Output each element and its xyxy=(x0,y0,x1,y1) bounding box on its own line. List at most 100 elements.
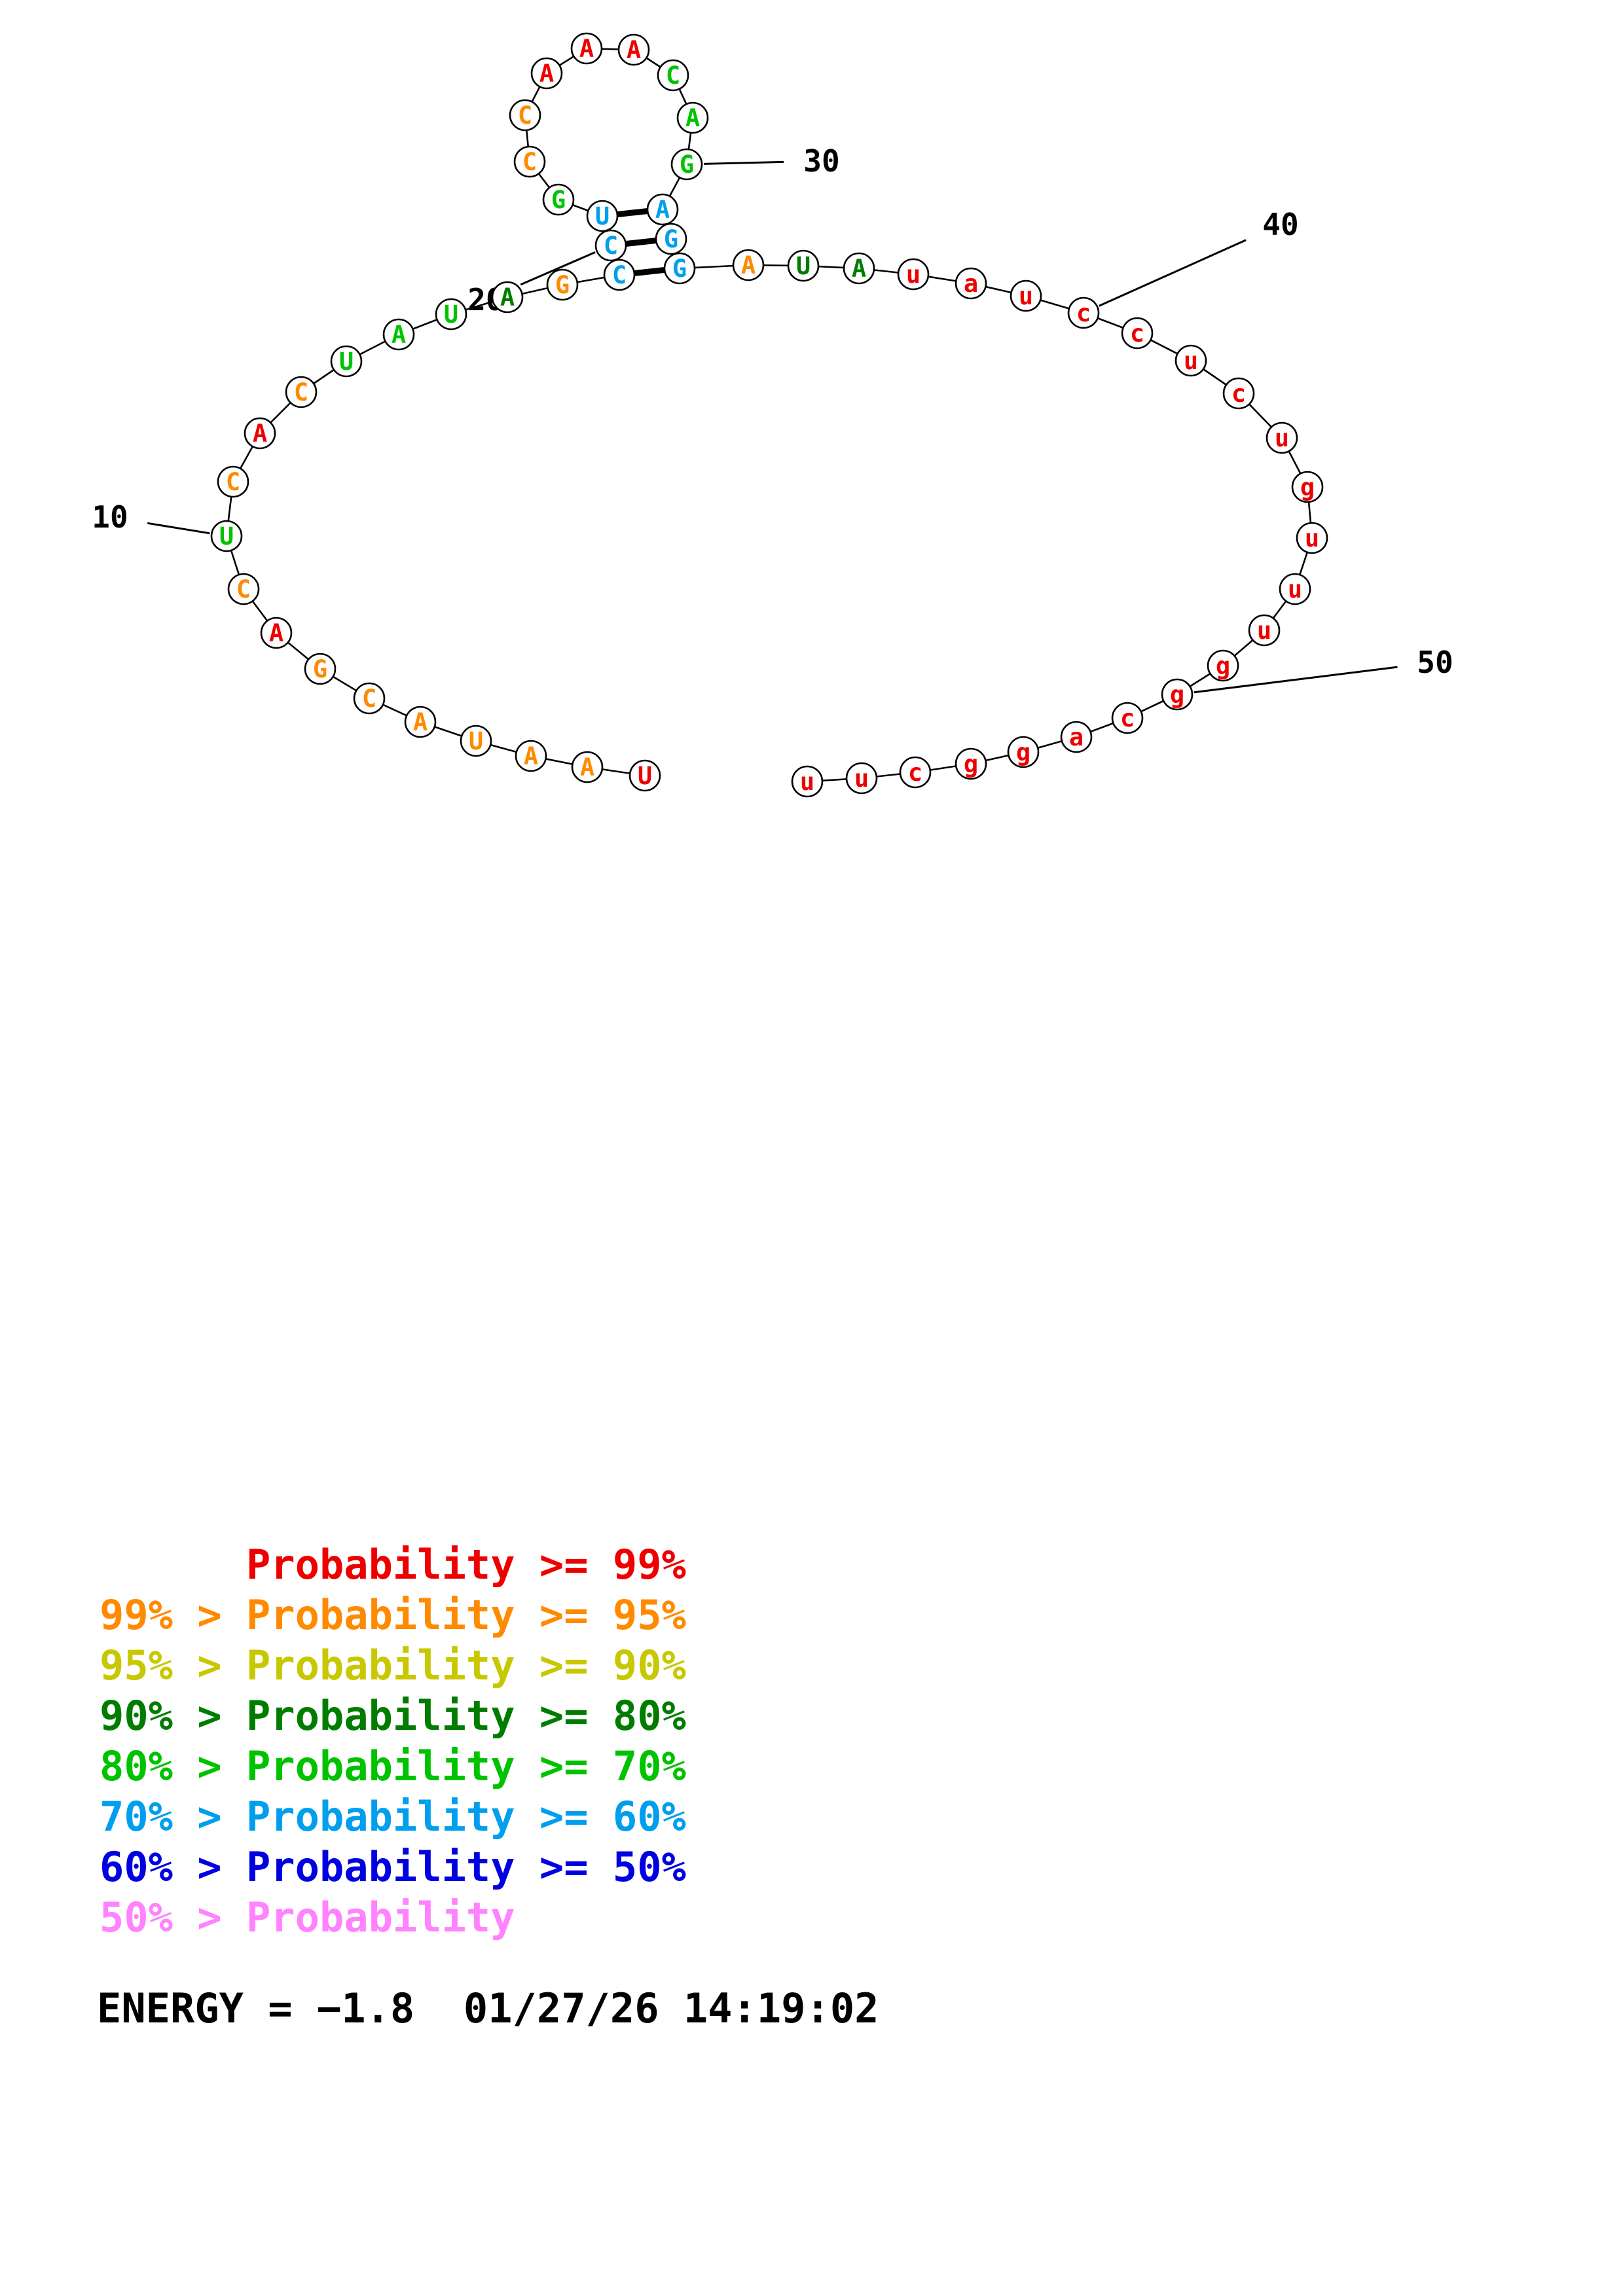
nucleotide-circle xyxy=(594,229,627,262)
nucleotide-circle xyxy=(663,252,696,285)
nucleotide-letter: A xyxy=(741,251,756,279)
nucleotide-circle xyxy=(227,573,260,605)
nucleotide-7-G: G xyxy=(304,653,337,685)
nucleotide-circle xyxy=(570,32,603,65)
energy-readout: ENERGY = −1.8 01/27/26 14:19:02 xyxy=(97,1984,879,2032)
nucleotide-circle xyxy=(897,258,930,291)
nucleotide-8-A: A xyxy=(260,617,293,649)
nucleotide-letter: U xyxy=(444,300,458,329)
nucleotide-34-A: A xyxy=(732,249,765,281)
nucleotide-letter: g xyxy=(1300,473,1315,501)
nucleotide-11-C: C xyxy=(217,465,249,498)
nucleotide-54-g: g xyxy=(955,747,987,780)
nucleotide-letter: C xyxy=(362,685,376,713)
position-label-40: 40 xyxy=(1262,207,1298,242)
nucleotide-47-u: u xyxy=(1279,573,1311,605)
nucleotide-circle xyxy=(285,376,318,408)
nucleotide-circle xyxy=(1010,279,1042,312)
nucleotide-27-A: A xyxy=(617,33,650,66)
nucleotide-letter: A xyxy=(500,283,515,312)
nucleotide-circle xyxy=(244,417,276,450)
legend-line-6: 70% > Probability >= 60% xyxy=(100,1793,686,1840)
nucleotide-letter: U xyxy=(219,522,234,550)
nucleotide-3-A: A xyxy=(515,740,547,772)
legend-line-1: Probability >= 99% xyxy=(100,1541,686,1588)
nucleotide-29-A: A xyxy=(676,101,709,134)
nucleotide-26-A: A xyxy=(570,32,603,65)
nucleotide-circle xyxy=(603,259,636,291)
position-leader-30 xyxy=(703,160,784,165)
nucleotide-48-u: u xyxy=(1248,614,1281,647)
nucleotide-circle xyxy=(542,183,575,216)
nucleotide-circle xyxy=(899,756,932,789)
nucleotide-32-G: G xyxy=(655,223,687,255)
legend-line-2: 99% > Probability >= 95% xyxy=(100,1591,686,1639)
nucleotide-letter: A xyxy=(852,255,866,283)
nucleotide-letter: U xyxy=(469,727,483,755)
nucleotide-letter: c xyxy=(1120,704,1135,732)
nucleotide-letter: A xyxy=(579,35,594,63)
nucleotide-38-a: a xyxy=(955,267,987,300)
nucleotide-56-u: u xyxy=(845,762,878,795)
nucleotide-16-U: U xyxy=(435,298,467,331)
nucleotide-letter: C xyxy=(518,101,532,130)
nucleotide-24-C: C xyxy=(509,99,541,132)
nucleotide-letter: G xyxy=(680,151,694,179)
nucleotide-50-g: g xyxy=(1161,678,1194,711)
nucleotide-letter: A xyxy=(655,196,670,224)
nucleotide-circle xyxy=(1121,317,1154,350)
nucleotide-circle xyxy=(546,268,579,301)
legend-line-3: 95% > Probability >= 90% xyxy=(100,1641,686,1689)
nucleotide-31-A: A xyxy=(646,193,679,226)
nucleotide-letter: G xyxy=(672,255,687,283)
nucleotide-4-U: U xyxy=(460,725,492,757)
nucleotide-49-g: g xyxy=(1207,649,1239,682)
nucleotide-circle xyxy=(646,193,679,226)
nucleotide-45-g: g xyxy=(1291,471,1324,503)
nucleotide-circle xyxy=(382,318,415,351)
nucleotide-circle xyxy=(843,252,875,285)
nucleotide-6-C: C xyxy=(353,682,386,715)
nucleotide-letter: C xyxy=(236,575,251,603)
nucleotide-letter: U xyxy=(339,348,354,376)
nucleotide-letter: u xyxy=(854,764,869,793)
legend-line-4: 90% > Probability >= 80% xyxy=(100,1692,686,1740)
nucleotide-letter: A xyxy=(580,753,594,781)
position-leader-40 xyxy=(1099,239,1247,307)
nucleotide-letter: C xyxy=(522,148,537,176)
nucleotide-circle xyxy=(1007,736,1040,768)
nucleotide-letter: A xyxy=(392,321,406,349)
nucleotide-5-A: A xyxy=(404,706,437,738)
nucleotide-circle xyxy=(955,267,987,300)
probability-legend: Probability >= 99% 99% > Probability >= 9… xyxy=(100,1539,686,1943)
nucleotide-circle xyxy=(1161,678,1194,711)
nucleotide-letter: g xyxy=(1170,681,1184,709)
nucleotide-letter: u xyxy=(906,260,921,289)
nucleotide-2-A: A xyxy=(571,751,604,783)
nucleotide-letter: A xyxy=(539,60,554,88)
nucleotide-letter: A xyxy=(685,104,700,132)
nucleotide-25-A: A xyxy=(530,57,563,90)
nucleotide-letter: A xyxy=(627,36,641,64)
nucleotide-circle xyxy=(217,465,249,498)
nucleotide-circle xyxy=(657,59,689,92)
nucleotide-circle xyxy=(260,617,293,649)
nucleotide-circle xyxy=(530,57,563,90)
nucleotide-19-C: C xyxy=(603,259,636,291)
nucleotide-30-G: G xyxy=(670,148,703,181)
nucleotide-letter: c xyxy=(1076,299,1091,327)
nucleotide-21-U: U xyxy=(586,200,619,232)
nucleotide-letter: G xyxy=(313,655,327,683)
nucleotide-39-u: u xyxy=(1010,279,1042,312)
nucleotide-letter: U xyxy=(796,252,811,280)
nucleotide-circle xyxy=(515,740,547,772)
position-leader-50 xyxy=(1194,666,1398,694)
nucleotide-circle xyxy=(617,33,650,66)
nucleotide-53-g: g xyxy=(1007,736,1040,768)
nucleotide-letter: c xyxy=(908,759,922,787)
nucleotide-letter: u xyxy=(1288,575,1302,603)
nucleotide-letter: C xyxy=(226,468,240,496)
nucleotide-circle xyxy=(509,99,541,132)
nucleotide-letter: a xyxy=(964,270,978,298)
nucleotide-letter: G xyxy=(551,186,566,214)
